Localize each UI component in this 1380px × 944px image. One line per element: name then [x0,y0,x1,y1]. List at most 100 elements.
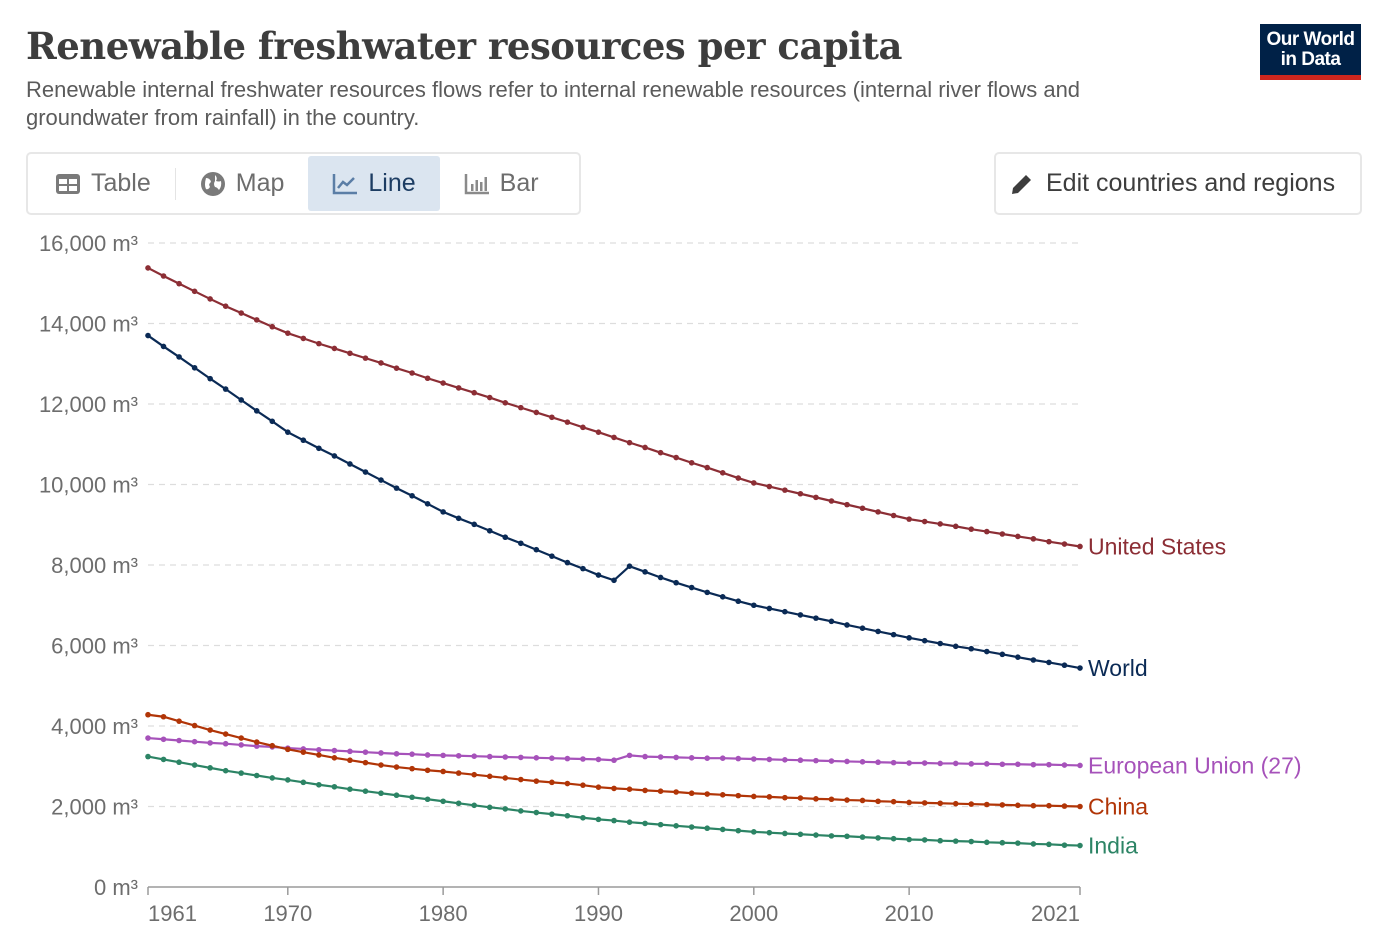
data-point [424,375,431,382]
owid-logo[interactable]: Our World in Data [1260,24,1361,80]
data-point [300,335,307,342]
tab-map[interactable]: Map [176,156,309,211]
x-tick-label: 1961 [148,901,197,926]
data-point [191,738,198,745]
data-point [378,750,384,756]
y-tick-label: 14,000 m³ [39,312,138,337]
data-point [844,622,850,628]
data-point [751,602,757,609]
data-point [828,618,835,625]
data-point [160,343,167,350]
edit-button-label: Edit countries and regions [1046,169,1336,197]
data-point [875,509,881,515]
data-point [409,765,415,772]
data-point [642,787,648,794]
data-point [984,801,990,808]
data-point [486,527,493,534]
data-point [968,761,975,767]
data-point [316,445,322,452]
data-point [393,792,400,799]
data-point [362,355,369,361]
data-point [316,746,322,753]
data-point [455,752,462,759]
data-point [533,754,540,761]
data-point [471,389,478,396]
data-point [704,589,710,596]
data-point [1030,761,1037,768]
data-point [1061,842,1068,848]
data-point [782,608,788,615]
data-point [937,640,943,647]
data-point [813,757,819,764]
data-point [269,323,276,330]
data-point [347,786,353,792]
data-point [766,829,773,836]
y-tick-label: 4,000 m³ [51,714,138,739]
edit-countries-button[interactable]: Edit countries and regions [994,152,1362,215]
x-tick-label: 2000 [729,901,778,926]
data-point [269,418,276,425]
data-point [595,816,602,823]
data-point [1046,659,1052,666]
data-point [704,755,710,761]
series-label: World [1088,655,1148,681]
data-point [921,837,928,843]
table-icon [56,173,80,194]
data-point [424,796,431,803]
data-point [875,798,881,805]
data-point [238,397,244,403]
data-point [984,839,990,846]
data-point [937,760,943,767]
data-point [502,806,509,812]
data-point [719,755,726,761]
pencil-icon [1012,174,1031,194]
data-point [828,498,835,504]
data-point [518,754,524,761]
data-point [176,354,182,360]
data-point [844,758,850,765]
data-point [455,515,462,522]
data-point [486,753,493,760]
data-point [999,531,1006,537]
data-point [688,790,695,797]
data-point [362,469,369,475]
tab-bar[interactable]: Bar [440,156,563,211]
data-point [331,747,338,754]
data-point [968,801,975,807]
data-point [1046,841,1052,848]
logo-line-2: in Data [1280,49,1341,70]
data-point [984,648,990,655]
data-point [595,756,602,763]
data-point [269,742,276,749]
data-point [1030,802,1037,809]
data-point [642,820,648,827]
data-point [984,528,990,535]
data-point [657,449,664,456]
data-point [828,833,835,839]
data-point [518,776,524,783]
tab-table[interactable]: Table [31,156,175,211]
data-point [626,439,633,446]
data-point [580,782,586,788]
data-point [1015,802,1021,809]
data-point [564,755,571,762]
data-point [813,494,819,501]
data-point [549,553,555,559]
tab-line[interactable]: Line [308,156,440,211]
logo-line-1: Our World [1266,29,1355,50]
data-point [191,762,198,768]
data-point [393,750,400,757]
x-tick-label: 2010 [885,901,934,926]
data-point [921,518,928,525]
data-point [331,345,338,352]
data-point [611,434,617,441]
data-point [1077,665,1083,671]
data-point [751,480,757,486]
data-point [580,424,586,431]
y-tick-label: 10,000 m³ [39,473,138,498]
data-point [1061,762,1068,768]
data-point [564,419,571,425]
data-point [409,794,415,801]
data-point [440,768,446,775]
data-point [906,635,912,641]
